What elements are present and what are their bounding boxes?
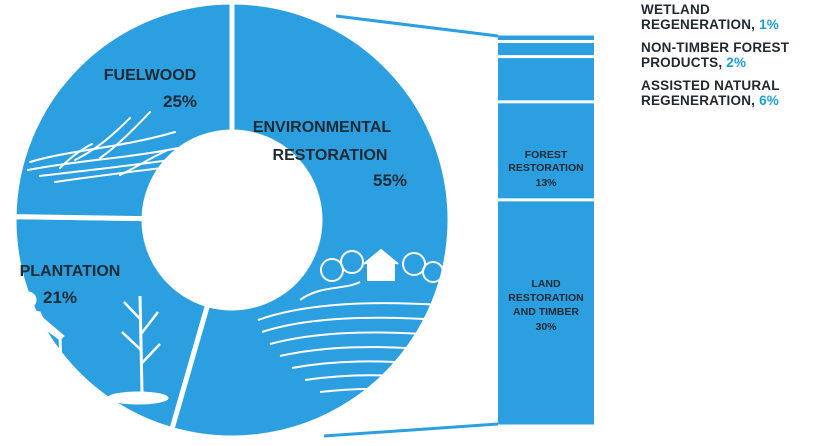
segment-label-land-2: RESTORATION xyxy=(508,292,583,304)
donut-slice-environmental-restoration xyxy=(168,0,453,441)
legend-item-pct: 1% xyxy=(759,17,779,32)
legend-item-name: ASSISTED NATURAL REGENERATION, xyxy=(641,78,780,108)
slice-value-plantation: 21% xyxy=(43,288,77,307)
legend-item: WETLAND REGENERATION, 1% xyxy=(641,2,820,32)
connector-bottom xyxy=(323,422,499,438)
segment-value-land: 30% xyxy=(535,321,557,333)
slice-label-environmental-2: RESTORATION xyxy=(273,147,388,164)
segment-label-forest-2: RESTORATION xyxy=(508,162,583,174)
segment-label-land-3: AND TIMBER xyxy=(513,306,579,318)
segment-label-land-1: LAND xyxy=(531,278,561,290)
planting-person-icon xyxy=(16,291,169,413)
legend-item-name: WETLAND REGENERATION, xyxy=(641,2,760,32)
slice-value-environmental: 55% xyxy=(373,171,407,190)
legend-item-name: NON-TIMBER FOREST PRODUCTS, xyxy=(641,40,790,70)
donut-slice-fuelwood xyxy=(11,0,235,222)
segment-value-forest: 13% xyxy=(535,177,557,189)
column-segment-wetland-regeneration xyxy=(498,35,594,41)
landscape-farm-icon xyxy=(257,248,444,393)
legend-item-pct: 2% xyxy=(726,55,747,70)
legend: WETLAND REGENERATION, 1% NON-TIMBER FORES… xyxy=(641,2,820,116)
column-segment-forest-restoration xyxy=(498,103,594,199)
column-segment-land-restoration-and-timber xyxy=(498,201,594,425)
slice-label-plantation: PLANTATION xyxy=(20,263,121,280)
column-segment-assisted-natural-regeneration xyxy=(498,58,594,101)
legend-item-pct: 6% xyxy=(759,93,779,108)
fuelwood-bundle-icon xyxy=(27,111,179,183)
segment-label-forest-1: FOREST xyxy=(525,149,568,161)
slice-value-fuelwood: 25% xyxy=(163,92,197,111)
slice-label-fuelwood: FUELWOOD xyxy=(104,67,196,84)
slice-label-environmental-1: ENVIRONMENTAL xyxy=(253,119,392,136)
donut-chart xyxy=(11,0,453,441)
legend-item: NON-TIMBER FOREST PRODUCTS, 2% xyxy=(641,40,820,70)
stacked-column xyxy=(498,35,594,425)
connector-lines xyxy=(323,14,499,438)
column-segment-non-timber-forest-products xyxy=(498,43,594,56)
donut-slice-plantation xyxy=(11,214,211,433)
connector-top xyxy=(335,14,499,38)
legend-item: ASSISTED NATURAL REGENERATION, 6% xyxy=(641,78,820,108)
